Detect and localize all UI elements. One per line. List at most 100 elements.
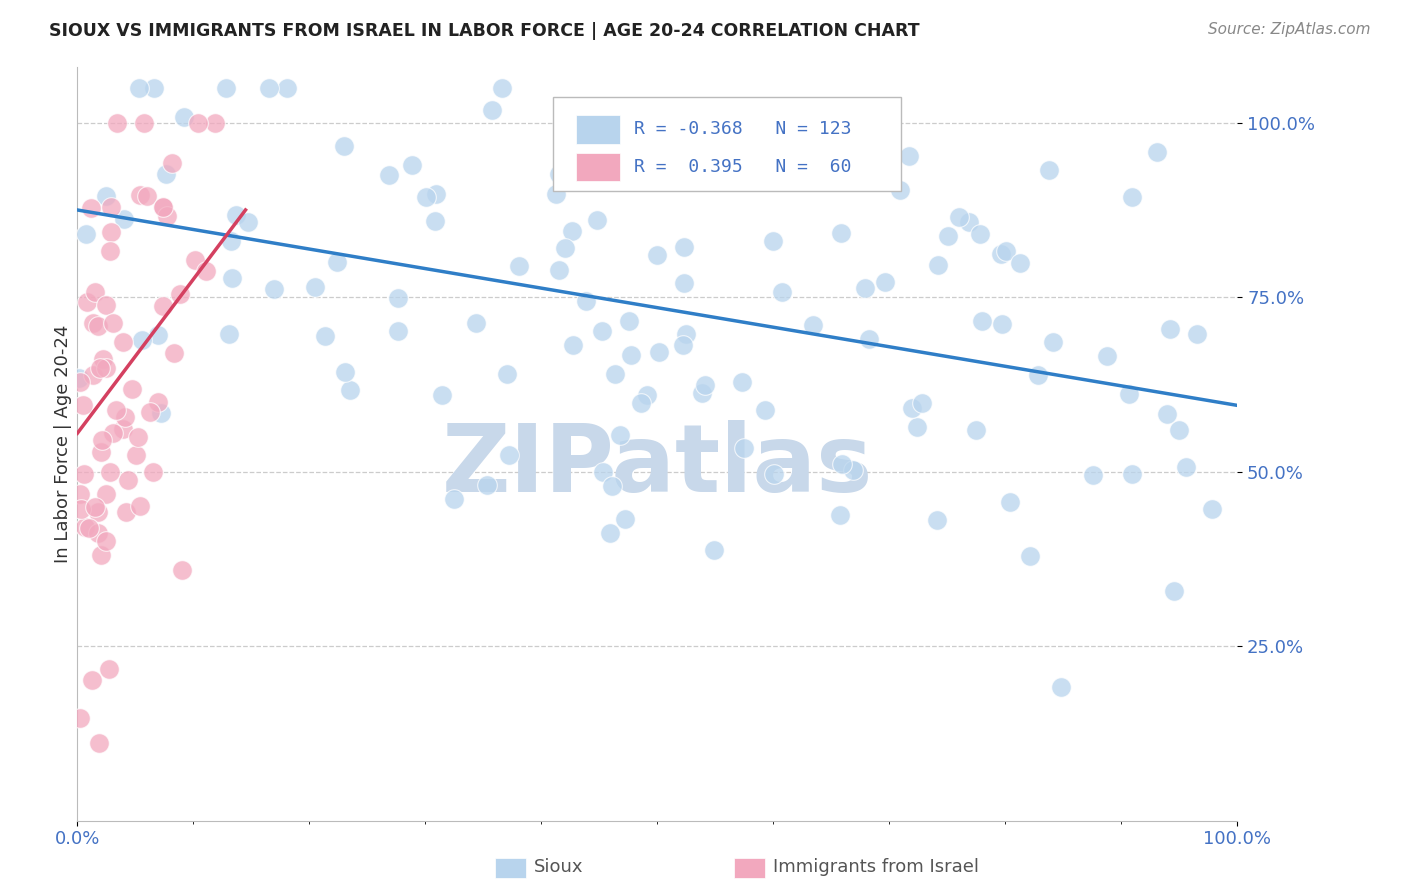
Point [149,406,172,420]
Point [555,105,578,120]
Point [69,711,91,725]
Point [82,673,104,687]
Point [830,226,852,240]
Point [387,324,409,338]
Point [236,214,259,228]
Point [592,465,614,479]
Point [990,246,1012,260]
Point [762,467,785,481]
Text: SIOUX VS IMMIGRANTS FROM ISRAEL IN LABOR FORCE | AGE 20-24 CORRELATION CHART: SIOUX VS IMMIGRANTS FROM ISRAEL IN LABOR… [49,22,920,40]
Point [1185,326,1208,341]
Point [1081,468,1104,483]
Point [82,368,104,382]
Point [754,403,776,417]
Point [1159,322,1181,336]
Point [853,281,876,295]
FancyBboxPatch shape [576,153,620,181]
Point [87,736,110,750]
Point [194,263,217,277]
Point [889,183,911,197]
Point [672,338,695,352]
Point [695,378,717,392]
Point [139,405,162,419]
Point [561,224,583,238]
Text: R = -0.368   N = 123: R = -0.368 N = 123 [634,120,852,138]
Point [152,200,174,214]
Point [304,280,326,294]
Point [1042,334,1064,349]
Point [1146,145,1168,160]
Point [170,563,193,577]
Point [733,441,755,455]
Point [103,317,125,331]
Point [990,317,1012,331]
Point [620,348,643,362]
Point [218,326,240,341]
Point [127,430,149,444]
Point [105,402,128,417]
Point [425,213,447,227]
Point [925,513,948,527]
Point [586,213,609,227]
Point [1121,467,1143,482]
Point [155,210,177,224]
Point [160,156,183,170]
Point [873,275,896,289]
Point [831,457,853,471]
Point [430,388,453,402]
Point [98,465,121,479]
Point [673,276,696,290]
Point [1168,423,1191,437]
Point [491,80,513,95]
Point [83,500,105,514]
Point [898,148,921,162]
Point [76,294,98,309]
Point [690,386,713,401]
Point [703,543,725,558]
Point [114,211,136,226]
Point [849,136,872,150]
Point [184,252,207,267]
Point [115,505,138,519]
Point [103,426,125,441]
Point [508,259,530,273]
Point [96,534,118,549]
Point [128,80,150,95]
Point [675,326,697,341]
Point [603,155,626,169]
Point [970,314,993,328]
Point [163,346,186,360]
Point [142,465,165,479]
Point [1019,549,1042,563]
Point [96,361,118,376]
Point [75,227,97,242]
Point [100,226,122,240]
Point [562,338,585,352]
Point [858,332,880,346]
Point [204,116,226,130]
Point [900,401,922,415]
Point [82,316,104,330]
Point [124,448,146,462]
Point [152,299,174,313]
Point [672,240,695,254]
Point [128,499,150,513]
Point [96,188,118,202]
Point [146,394,169,409]
Point [614,512,637,526]
Point [377,168,399,182]
Point [96,487,118,501]
Point [1050,680,1073,694]
Point [554,241,576,255]
Point [464,317,486,331]
Point [1201,501,1223,516]
Point [129,188,152,202]
Point [276,80,298,95]
Point [1095,349,1118,363]
Point [114,410,136,425]
Point [1010,255,1032,269]
Point [98,244,121,258]
FancyBboxPatch shape [576,115,620,144]
Point [105,116,128,130]
Point [142,80,165,95]
